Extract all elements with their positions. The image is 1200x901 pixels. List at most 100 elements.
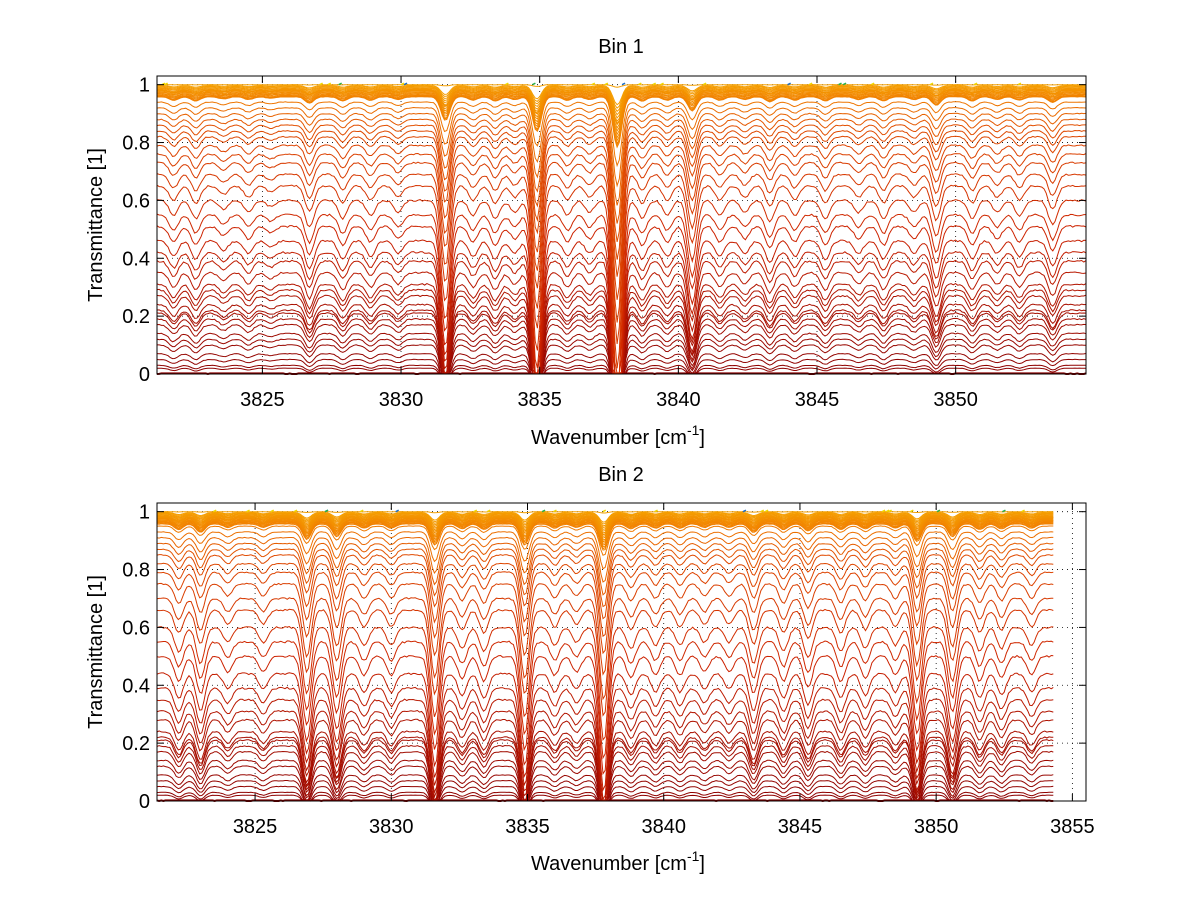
y-tick-label-0.4: 0.4 [122,248,150,270]
tick-labels-bin-1: 3825 3830 3835 3840 3845 3850 0 0.2 0.4 0.6 0.8 1 [122,75,978,411]
spectrum-curve-27 [156,554,1054,620]
high-transmittance-speckle [638,82,642,86]
high-transmittance-speckle [808,82,813,86]
y-tick-label-0: 0 [139,364,150,386]
high-transmittance-speckle [742,509,747,513]
high-transmittance-speckle [505,82,509,86]
spectrum-curve-28 [156,144,1087,300]
chart-title-bin-1: Bin 1 [598,36,644,58]
spectrum-curve-50 [156,512,1054,525]
high-transmittance-speckle [787,82,791,86]
spectrum-curve-42 [156,91,1086,132]
spectrum-curve-40 [156,93,1086,139]
y-tick-label-0.2: 0.2 [122,733,150,755]
spectrum-curve-34 [156,106,1087,188]
spectrum-curve-34 [157,522,1054,550]
high-transmittance-speckle [604,82,609,86]
high-transmittance-speckle [973,82,978,86]
spectrum-curve-30 [156,536,1054,583]
spectrum-curve-23 [156,597,1054,701]
spectrum-curve-20 [156,239,1087,374]
y-tick-label-0: 0 [139,791,150,813]
spectrum-curve-37 [157,520,1054,544]
x-axis-label-base-bin-2: Wavenumber [cm [531,853,687,875]
high-transmittance-speckle [842,82,847,86]
x-axis-label-sup-bin-1: -1 [687,422,700,438]
spectrum-curve-35 [156,101,1087,168]
chart-title-bin-2: Bin 2 [598,464,644,486]
spectrum-curve-32 [156,525,1054,556]
y-tick-label-1: 1 [139,75,150,97]
x-tick-label-3855: 3855 [1050,816,1095,838]
high-transmittance-speckle [212,509,217,513]
x-axis-label-bin-2: Wavenumber [cm-1] [531,848,705,875]
y-axis-label-bin-2: Transmittance [1] [85,575,107,729]
high-transmittance-speckle [403,82,408,86]
x-tick-label-3850: 3850 [914,816,959,838]
spectrum-curve-47 [156,514,1054,530]
spectrum-curve-25 [156,173,1087,369]
spectrum-curve-30 [156,129,1087,260]
x-tick-label-3825: 3825 [240,389,285,411]
curves-bin-2 [156,509,1054,803]
spectrum-curve-51 [157,511,1054,523]
high-transmittance-speckle [591,82,596,86]
spectrum-curve-16 [156,698,1054,801]
spectrum-curve-23 [156,199,1087,374]
panel-bin-1: 3825 3830 3835 3840 3845 3850 0 0.2 0.4 0.6 0.8 1 B… [85,36,1087,449]
x-tick-label-3845: 3845 [778,816,823,838]
high-transmittance-speckle [652,82,657,86]
ticks-bin-2 [157,503,1086,802]
spectrum-curve-33 [156,523,1054,551]
y-axis-label-bin-1: Transmittance [1] [85,148,107,302]
x-tick-label-3840: 3840 [641,816,686,838]
x-tick-label-3835: 3835 [505,816,550,838]
high-transmittance-speckle [319,82,323,86]
spectrum-curve-21 [156,224,1087,375]
high-transmittance-speckle [888,509,892,513]
spectrum-curve-31 [156,124,1086,243]
spectrum-curve-21 [156,626,1054,741]
x-tick-label-3830: 3830 [369,816,414,838]
spectrum-curve-33 [156,112,1087,206]
plot-frame-bin-2 [156,502,1087,802]
spectrum-curve-39 [156,519,1054,543]
spectrum-curve-29 [156,542,1054,596]
spectrum-curve-22 [156,608,1054,717]
high-transmittance-speckle [1017,82,1022,86]
spectrum-curve-43 [156,90,1087,129]
x-tick-label-3845: 3845 [795,389,840,411]
y-tick-label-0.8: 0.8 [122,560,150,582]
high-transmittance-speckle [660,82,664,86]
high-transmittance-speckle [359,509,364,513]
x-axis-label-close-bin-2: ] [699,853,705,875]
high-transmittance-speckle [936,509,941,513]
high-transmittance-speckle [541,509,546,513]
high-transmittance-speckle [885,509,890,513]
spectrum-curve-26 [156,161,1087,344]
x-tick-label-3850: 3850 [933,389,978,411]
panel-bin-2: 3825 3830 3835 3840 3845 3850 3855 0 0.2 0.4 0.6 0.… [85,464,1095,875]
high-transmittance-speckle [324,509,329,513]
high-transmittance-speckle [473,509,478,513]
spectrum-curve-22 [156,213,1086,374]
x-axis-label-close-bin-1: ] [699,427,705,449]
spectrum-curve-41 [156,518,1054,539]
high-transmittance-speckle [764,509,769,513]
x-tick-label-3840: 3840 [656,389,701,411]
spectrum-curve-20 [156,640,1054,760]
spectrum-curve-26 [156,562,1054,638]
y-tick-label-1: 1 [139,502,150,524]
ticks-bin-1 [157,76,1086,375]
x-tick-label-3830: 3830 [379,389,424,411]
high-transmittance-speckle [338,82,342,86]
spectrum-curve-42 [156,517,1054,537]
spectrum-curve-45 [156,516,1054,534]
spectrum-curve-47 [157,88,1086,119]
high-transmittance-speckle [929,82,934,86]
high-transmittance-speckle [760,509,765,513]
spectrum-curve-46 [156,89,1087,123]
high-transmittance-speckle [621,82,626,86]
x-axis-label-base-bin-1: Wavenumber [cm [531,427,687,449]
